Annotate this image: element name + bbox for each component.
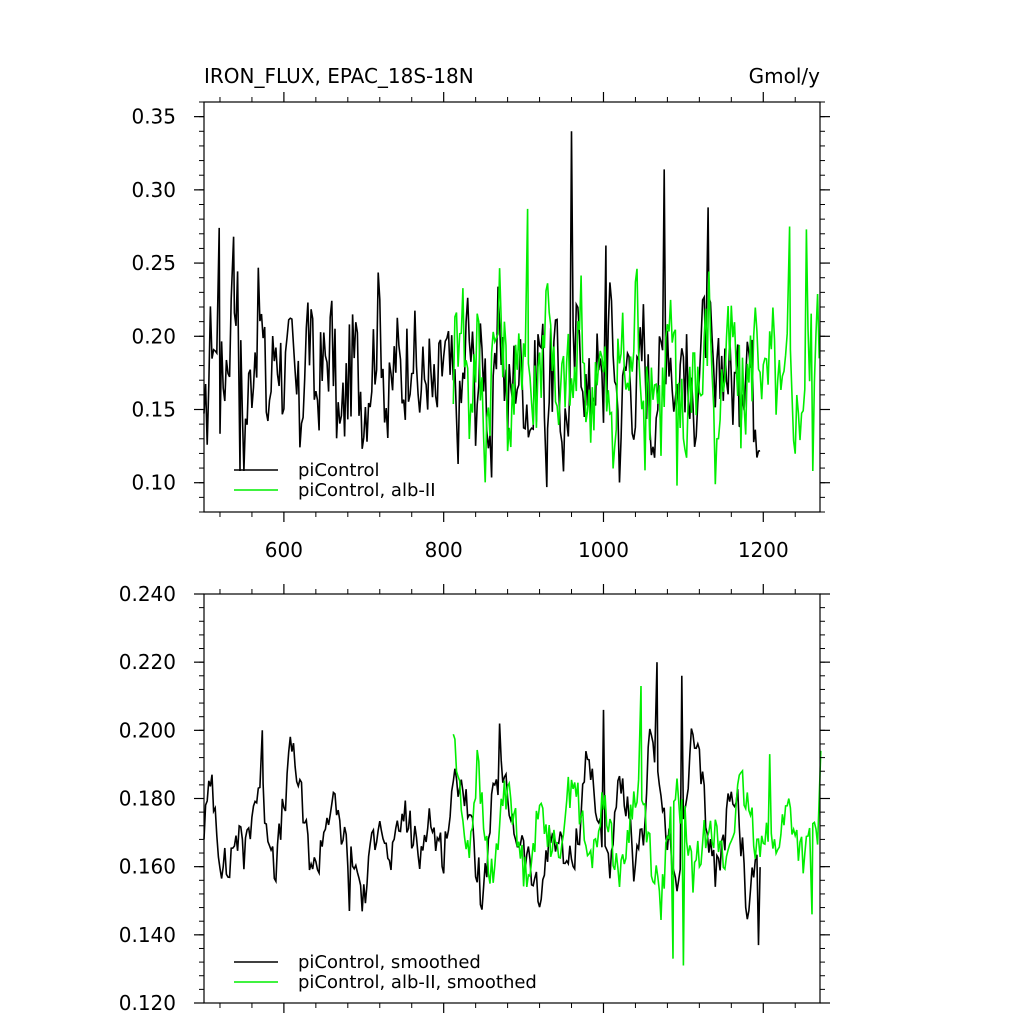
x-tick-label: 600 [265,538,303,562]
y-tick-label: 0.180 [119,787,176,811]
units-label: Gmol/y [749,64,821,88]
bottom-tick-group: 0.120 0.140 0.160 0.180 0.200 0.220 0.240 [119,582,830,1015]
series-line-bottom-0 [203,662,761,946]
bottom-panel: 0.120 0.140 0.160 0.180 0.200 0.220 0.240 piCo… [119,582,830,1015]
top-series-group [203,131,820,488]
legend-label-picontrol-smoothed: piControl, smoothed [298,952,481,973]
x-tick-label: 800 [425,538,463,562]
top-panel: IRON_FLUX, EPAC_18S-18N Gmol/y 0.100.150… [131,64,830,562]
y-tick-label: 0.240 [119,582,176,606]
x-tick-label: 1000 [578,538,629,562]
y-tick-label: 0.10 [131,471,176,495]
x-tick-label: 1200 [738,538,789,562]
legend-label-picontrol: piControl [298,460,380,481]
y-tick-label: 0.30 [131,178,176,202]
y-tick-label: 0.15 [131,398,176,422]
top-tick-group: 0.10 0.15 0.20 0.25 0.30 0.35 600 800 1000 1200 [131,92,830,562]
legend-label-alb-ii: piControl, alb-II [298,480,436,501]
y-tick-label: 0.20 [131,324,176,348]
bottom-legend: piControl, smoothed piControl, alb-II, s… [234,952,537,993]
y-tick-label: 0.220 [119,650,176,674]
y-tick-label: 0.35 [131,105,176,129]
y-tick-label: 0.120 [119,991,176,1015]
chart-title: IRON_FLUX, EPAC_18S-18N [204,64,474,88]
legend-label-alb-ii-smoothed: piControl, alb-II, smoothed [298,972,537,993]
y-tick-label: 0.200 [119,718,176,742]
y-tick-label: 0.140 [119,923,176,947]
top-legend: piControl piControl, alb-II [234,460,436,501]
bottom-series-group [203,662,822,966]
series-line-top-1 [452,208,820,486]
y-tick-label: 0.160 [119,855,176,879]
y-tick-label: 0.25 [131,251,176,275]
series-line-bottom-1 [452,685,822,966]
